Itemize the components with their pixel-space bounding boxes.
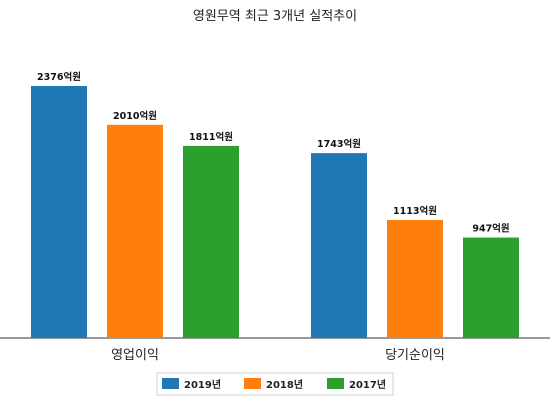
bar-1-2	[107, 124, 163, 339]
legend-label-3: 2017년	[349, 378, 386, 391]
data-label-1-3: 1811억원	[189, 131, 233, 143]
data-label-2-2: 1113억원	[393, 205, 437, 217]
legend: 2019년 2018년 2017년	[156, 372, 394, 396]
category-label-2: 당기순이익	[385, 348, 445, 363]
data-label-2-1: 1743억원	[317, 138, 361, 150]
bar-2-2	[387, 219, 443, 338]
legend-label-2: 2018년	[266, 378, 303, 391]
bar-1-1	[31, 86, 87, 338]
data-label-2-3: 947억원	[472, 223, 509, 235]
bar-2-1	[311, 153, 367, 338]
legend-label-1: 2019년	[184, 378, 221, 391]
category-label-1: 영업이익	[111, 348, 159, 363]
bars	[31, 86, 519, 339]
data-labels: 2376억원 2010억원 1811억원 1743억원 1113억원 947억원	[37, 71, 510, 235]
legend-swatch-1	[162, 378, 179, 389]
legend-swatch-2	[244, 378, 261, 389]
data-label-1-2: 2010억원	[113, 110, 157, 122]
bar-2-3	[463, 237, 519, 338]
chart-title: 영원무역 최근 3개년 실적추이	[193, 9, 357, 24]
data-label-1-1: 2376억원	[37, 71, 81, 83]
legend-swatch-3	[327, 378, 344, 389]
category-labels: 영업이익 당기순이익	[111, 348, 445, 363]
bar-1-3	[183, 145, 239, 338]
